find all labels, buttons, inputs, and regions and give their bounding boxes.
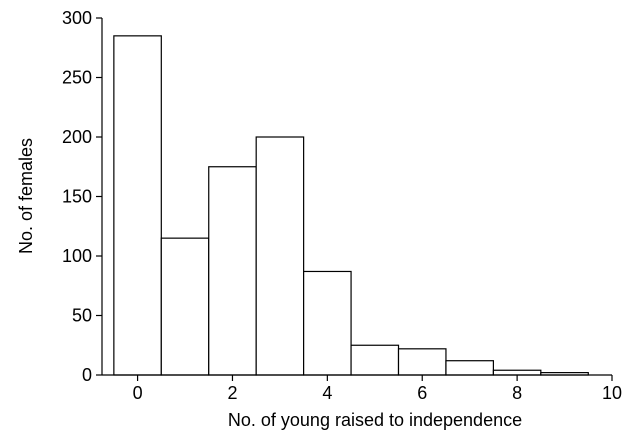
y-tick-label: 0 bbox=[82, 365, 92, 385]
y-axis-title: No. of females bbox=[16, 138, 36, 254]
y-tick-label: 50 bbox=[72, 306, 92, 326]
bar-2 bbox=[208, 166, 257, 376]
bar-0 bbox=[113, 35, 162, 376]
y-tick-label: 200 bbox=[62, 127, 92, 147]
bar-8 bbox=[492, 369, 542, 376]
x-tick-label: 8 bbox=[512, 383, 522, 403]
x-axis-title: No. of young raised to independence bbox=[228, 410, 522, 430]
y-ticks-group: 0 50 100 150 200 250 300 bbox=[62, 8, 102, 385]
x-tick-label: 4 bbox=[322, 383, 332, 403]
y-tick-label: 300 bbox=[62, 8, 92, 28]
y-tick-label: 150 bbox=[62, 187, 92, 207]
bar-4 bbox=[303, 270, 352, 376]
x-tick-label: 2 bbox=[227, 383, 237, 403]
x-tick-label: 6 bbox=[417, 383, 427, 403]
x-ticks-group: 0 2 4 6 8 10 bbox=[133, 375, 622, 403]
bar-3 bbox=[255, 136, 305, 376]
y-tick-label: 100 bbox=[62, 246, 92, 266]
y-tick-label: 250 bbox=[62, 68, 92, 88]
bar-1 bbox=[160, 237, 210, 376]
bar-6 bbox=[397, 348, 447, 376]
x-tick-label: 0 bbox=[133, 383, 143, 403]
x-tick-label: 10 bbox=[602, 383, 622, 403]
bars-group bbox=[113, 35, 589, 376]
bar-5 bbox=[350, 344, 400, 376]
bar-7 bbox=[445, 360, 494, 376]
